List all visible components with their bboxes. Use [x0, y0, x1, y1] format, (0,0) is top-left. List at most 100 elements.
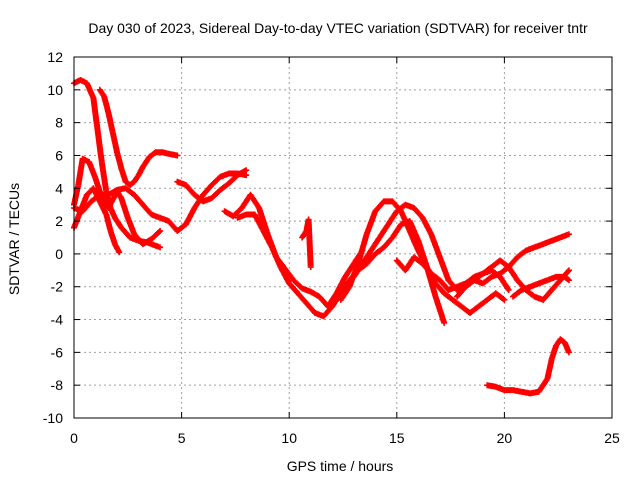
data-marker: [475, 297, 489, 310]
y-tick-label: 10: [47, 82, 63, 98]
data-marker: [363, 209, 378, 238]
data-points: [71, 77, 572, 397]
data-marker: [90, 95, 101, 133]
data-marker: [359, 248, 374, 267]
series-track-1: [71, 77, 164, 251]
x-axis-ticks: 0 5 10 15 20 25: [70, 57, 620, 446]
data-marker: [174, 152, 181, 159]
data-marker: [94, 127, 105, 166]
data-marker: [419, 260, 434, 276]
data-marker: [565, 231, 572, 238]
data-marker: [350, 262, 365, 280]
data-marker: [243, 167, 250, 174]
data-marker: [75, 157, 86, 188]
data-marker: [324, 291, 339, 310]
data-marker: [402, 255, 417, 274]
data-marker: [510, 287, 524, 300]
data-marker: [281, 265, 296, 282]
data-marker: [260, 227, 275, 249]
data-marker: [303, 300, 318, 315]
data-marker: [411, 254, 425, 266]
data-marker: [152, 242, 162, 250]
data-marker: [307, 264, 314, 271]
y-axis-label: SDTVAR / TECUs: [6, 183, 22, 295]
data-marker: [118, 195, 131, 220]
data-marker: [467, 304, 481, 316]
series-track-8: [234, 211, 448, 326]
data-marker: [479, 274, 494, 287]
data-marker: [342, 262, 356, 280]
data-marker: [105, 109, 116, 134]
x-tick-label: 5: [178, 430, 186, 446]
data-marker: [411, 205, 425, 220]
series-track-3: [71, 155, 164, 248]
data-marker: [83, 80, 96, 100]
data-marker: [497, 257, 511, 270]
data-marker: [79, 199, 94, 215]
data-marker: [86, 159, 98, 181]
y-axis-ticks: -10 -8 -6 -4 -2 0 2 4 6 8 10 12: [43, 49, 612, 426]
data-marker: [157, 227, 164, 234]
data-marker: [372, 199, 386, 215]
data-marker: [286, 280, 300, 296]
data-marker: [333, 275, 348, 297]
data-marker: [428, 270, 442, 283]
data-marker: [372, 245, 386, 257]
y-tick-label: 0: [55, 246, 63, 262]
data-marker: [548, 278, 563, 293]
data-marker: [208, 187, 223, 202]
data-marker: [565, 349, 572, 356]
x-tick-label: 25: [604, 430, 620, 446]
grid: [74, 57, 612, 418]
data-marker: [406, 218, 421, 243]
data-marker: [182, 182, 197, 197]
data-marker: [337, 278, 352, 297]
data-marker: [462, 278, 476, 290]
data-marker: [406, 227, 421, 253]
data-marker: [290, 277, 304, 291]
data-marker: [479, 265, 494, 277]
series-track-2: [96, 86, 181, 188]
data-marker: [428, 231, 443, 259]
data-marker: [99, 160, 109, 193]
y-tick-label: -8: [51, 377, 64, 393]
data-marker: [71, 183, 81, 208]
data-marker: [116, 249, 123, 256]
data-marker: [497, 273, 511, 292]
data-marker: [436, 254, 451, 282]
data-marker: [269, 244, 283, 269]
data-marker: [441, 290, 455, 302]
y-tick-label: 6: [55, 147, 63, 163]
data-marker: [368, 235, 382, 254]
data-marker: [200, 183, 214, 198]
data-marker: [118, 224, 132, 240]
data-marker: [505, 287, 512, 294]
data-marker: [565, 267, 572, 274]
data-marker: [148, 229, 162, 243]
x-axis-label: GPS time / hours: [287, 458, 394, 474]
plot-frame: [73, 56, 613, 419]
series-track-14: [510, 273, 572, 300]
y-tick-label: -2: [51, 279, 64, 295]
data-marker: [505, 264, 520, 282]
data-marker: [380, 235, 395, 251]
x-tick-label: 10: [281, 430, 297, 446]
data-marker: [122, 185, 136, 197]
y-tick-label: 2: [55, 213, 63, 229]
data-marker: [419, 214, 434, 236]
x-tick-label: 0: [70, 430, 78, 446]
data-marker: [131, 191, 145, 207]
data-marker: [101, 93, 111, 115]
data-marker: [124, 214, 137, 236]
data-marker: [96, 198, 109, 217]
data-marker: [230, 206, 244, 220]
data-marker: [247, 191, 262, 210]
data-marker: [449, 296, 464, 309]
data-marker: [355, 232, 370, 267]
data-marker: [337, 285, 352, 303]
data-marker: [471, 271, 485, 284]
data-marker: [514, 248, 528, 261]
data-marker: [501, 296, 508, 303]
y-tick-label: 4: [55, 180, 63, 196]
